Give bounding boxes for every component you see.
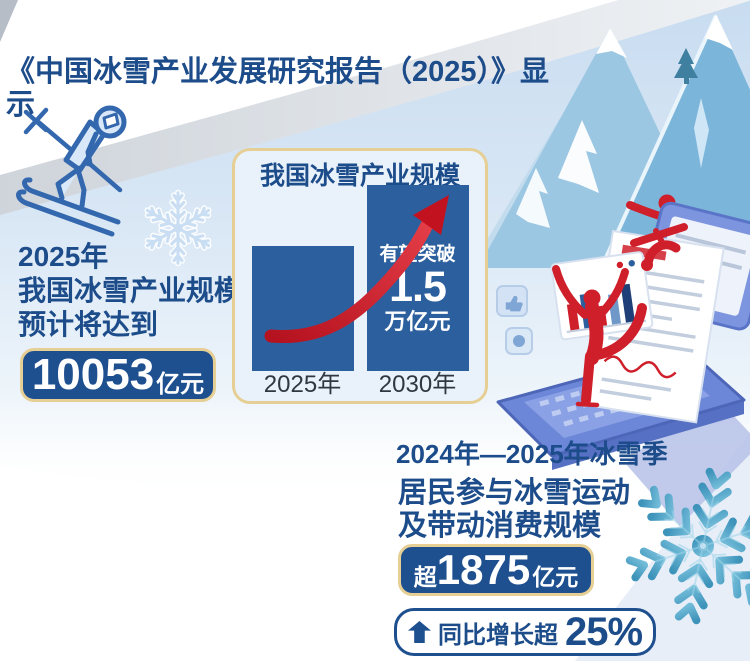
report-title: 《中国冰雪产业发展研究报告（2025）》显示	[6, 56, 550, 122]
bottom-stat-prefix: 超	[413, 564, 437, 590]
aerial-athlete-icon	[630, 223, 688, 271]
bottom-stat-value: 1875	[436, 546, 531, 593]
left-stat-block: 2025年 我国冰雪产业规模 预计将达到	[18, 240, 248, 342]
bottom-stat-line2: 及带动消费规模	[398, 510, 602, 542]
bar-annotation: 有望突破 1.5 万亿元	[367, 245, 469, 333]
annotation-unit: 万亿元	[384, 309, 451, 334]
category-2030: 2030年	[378, 371, 457, 398]
bottom-stat-unit: 亿元	[532, 564, 579, 590]
left-stat-lead: 预计将达到	[18, 309, 159, 341]
bar-2030: 有望突破 1.5 万亿元	[366, 185, 469, 371]
up-arrow-icon	[407, 621, 431, 643]
left-stat-value: 10053	[31, 350, 155, 399]
annotation-value: 1.5	[389, 263, 447, 311]
annotation-prefix: 有望突破	[379, 244, 456, 265]
growth-value: 25%	[564, 609, 643, 654]
bar-2025	[251, 246, 354, 371]
chart-bars: 有望突破 1.5 万亿元	[235, 181, 485, 371]
skier-icon	[16, 105, 127, 237]
left-stat-subject: 我国冰雪产业规模	[18, 275, 243, 307]
growth-label: 同比增长超	[437, 621, 558, 649]
chart-category-labels: 2025年 2030年	[235, 364, 485, 399]
left-stat-year: 2025年	[18, 241, 109, 272]
app-cards	[496, 285, 533, 355]
figure-skater-icon	[552, 265, 647, 408]
bottom-stat-value-box: 超 1875 亿元	[398, 544, 594, 596]
pine-tree-icon	[674, 48, 698, 84]
bottom-stat-line1: 居民参与冰雪运动	[398, 477, 631, 509]
category-2025: 2025年	[263, 371, 342, 398]
left-stat-value-box: 10053 亿元	[20, 348, 216, 402]
corner-ribbon-icon	[0, 0, 18, 42]
left-stat-unit: 亿元	[156, 370, 205, 398]
season-label: 2024年—2025年冰雪季	[396, 439, 668, 469]
laptop-illustration	[496, 201, 750, 526]
chart-panel: 我国冰雪产业规模 有望突破 1.5 万亿元 2025年	[232, 148, 488, 404]
growth-pill: 同比增长超 25%	[394, 608, 656, 656]
